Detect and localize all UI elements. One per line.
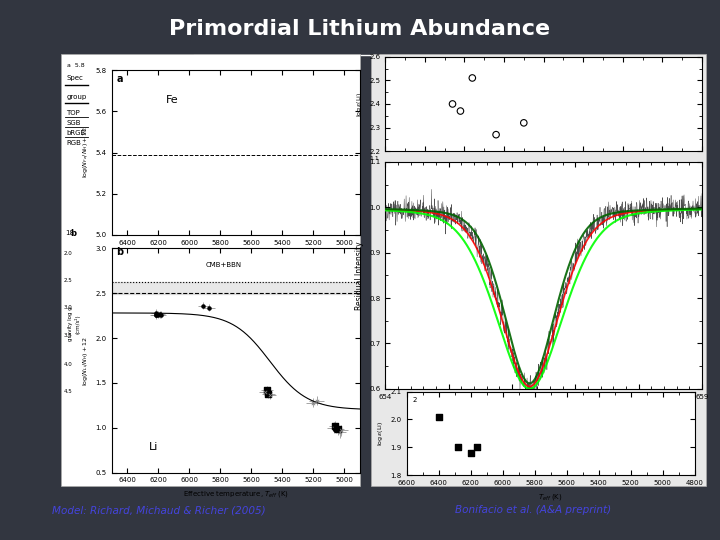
Text: CMB+BBN: CMB+BBN: [205, 262, 241, 268]
Text: 1.1: 1.1: [369, 156, 379, 161]
Text: SGB: SGB: [66, 120, 81, 126]
Text: b: b: [117, 247, 124, 257]
Point: [433, 413, 444, 421]
FancyBboxPatch shape: [61, 54, 360, 486]
Point: [150, 310, 162, 319]
Point: [263, 389, 274, 398]
Point: [311, 396, 323, 405]
Point: [155, 310, 166, 319]
Point: [446, 100, 458, 109]
Point: [329, 422, 341, 430]
Point: [259, 388, 271, 396]
Point: [333, 425, 344, 434]
Y-axis label: $\log(N_{Fe}/N_H)+12$: $\log(N_{Fe}/N_H)+12$: [81, 127, 90, 178]
Point: [328, 423, 339, 432]
X-axis label: $T_{eff}$ (K): $T_{eff}$ (K): [539, 491, 563, 502]
Text: Primordial Lithium Abundance: Primordial Lithium Abundance: [169, 19, 551, 39]
FancyBboxPatch shape: [371, 54, 706, 486]
Text: 3.5: 3.5: [64, 333, 73, 339]
Point: [467, 73, 478, 82]
Point: [307, 399, 319, 407]
Y-axis label: $\log(N_{Li}/N_H)+12$: $\log(N_{Li}/N_H)+12$: [81, 335, 90, 386]
Text: Spec: Spec: [66, 75, 83, 82]
Point: [490, 130, 502, 139]
Text: 18: 18: [65, 230, 74, 237]
Text: Li: Li: [149, 442, 158, 452]
Text: Model: Richard, Michaud & Richer (2005): Model: Richard, Michaud & Richer (2005): [52, 505, 265, 515]
Point: [452, 443, 464, 451]
Point: [204, 303, 215, 312]
Text: a  5.8: a 5.8: [67, 63, 84, 68]
Text: RGB: RGB: [66, 139, 81, 146]
Text: group: group: [66, 94, 86, 100]
Point: [334, 428, 346, 436]
Point: [150, 308, 162, 317]
Point: [336, 426, 347, 435]
Y-axis label: Residual Intensity: Residual Intensity: [354, 241, 364, 310]
Point: [154, 310, 166, 319]
Text: 2.0: 2.0: [64, 251, 73, 256]
X-axis label: Effective temperature, $T_{eff}$ (K): Effective temperature, $T_{eff}$ (K): [183, 489, 289, 499]
Text: Bonifacio et al. (A&A preprint): Bonifacio et al. (A&A preprint): [455, 505, 611, 515]
Bar: [112, 282, 360, 294]
Text: gravity log g
(cm/s²): gravity log g (cm/s²): [68, 307, 80, 341]
Point: [261, 386, 273, 394]
Text: Fe: Fe: [166, 95, 179, 105]
Point: [264, 390, 276, 399]
Point: [472, 443, 483, 451]
Point: [518, 119, 529, 127]
Text: 3.0: 3.0: [64, 305, 73, 310]
Text: 2.5: 2.5: [64, 278, 73, 284]
Text: a: a: [117, 74, 123, 84]
Text: TOP: TOP: [66, 110, 80, 117]
Text: bRGB: bRGB: [66, 130, 86, 136]
Text: 4.5: 4.5: [64, 389, 73, 394]
X-axis label: Wavelength (nm): Wavelength (nm): [506, 405, 581, 414]
Point: [465, 449, 477, 457]
Y-axis label: $\log\epsilon$(Li): $\log\epsilon$(Li): [376, 421, 385, 446]
Point: [330, 425, 342, 434]
Text: 2: 2: [413, 396, 417, 402]
Point: [153, 310, 164, 319]
Text: b: b: [71, 229, 76, 238]
Point: [454, 107, 466, 116]
Point: [197, 301, 209, 310]
Point: [150, 311, 161, 320]
Text: 4.0: 4.0: [64, 362, 73, 367]
Y-axis label: $\log\epsilon$(Li): $\log\epsilon$(Li): [355, 91, 364, 117]
